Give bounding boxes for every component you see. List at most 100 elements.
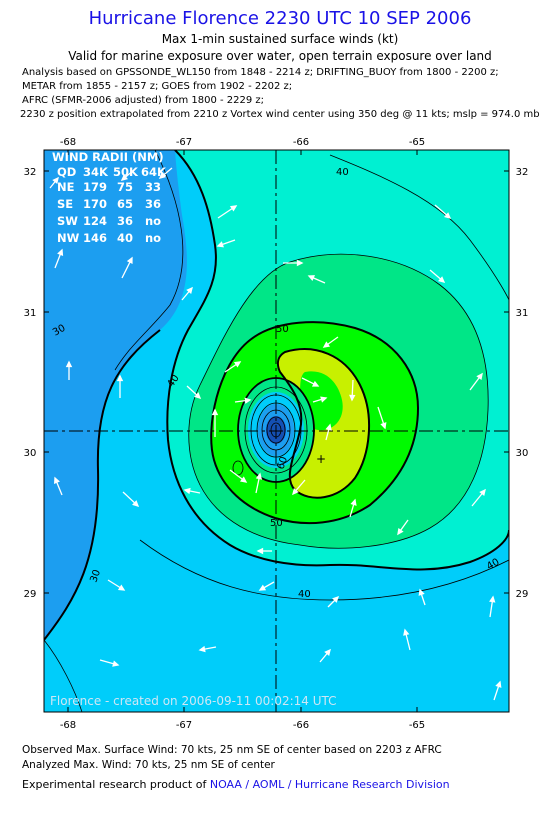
- wind-arrow-head: [495, 680, 502, 688]
- radii-value: 170: [83, 197, 107, 211]
- wind-arrow-head: [320, 396, 328, 403]
- wind-arrow-head: [380, 422, 387, 430]
- wind-arrow-head: [325, 423, 332, 431]
- analysis-line-3: AFRC (SFMR-2006 adjusted) from 1800 - 22…: [22, 95, 265, 106]
- wind-arrow-head: [479, 488, 486, 497]
- x-tick-label-bottom: -66: [293, 720, 309, 731]
- y-tick-label-left: 31: [24, 308, 37, 319]
- x-tick-label-bottom: -68: [60, 720, 76, 731]
- wind-arrow-head: [211, 408, 219, 416]
- wind-arrow-head: [216, 241, 224, 248]
- contour-label: 40: [336, 167, 349, 178]
- x-tick-label-bottom: -65: [409, 720, 425, 731]
- wind-arrow-head: [120, 174, 129, 181]
- wind-arrow-head: [476, 372, 483, 381]
- wind-arrow-head: [194, 392, 202, 400]
- wind-arrow-head: [244, 397, 252, 404]
- validity-note: Valid for marine exposure over water, op…: [68, 49, 492, 63]
- page-title: Hurricane Florence 2230 UTC 10 SEP 2006: [88, 8, 472, 29]
- wind-arrow-head: [349, 394, 356, 402]
- wind-arrow-head: [350, 498, 357, 506]
- wind-arrow-head: [255, 472, 263, 480]
- x-tick-label-top: -66: [293, 137, 309, 148]
- wind-arrow-head: [444, 212, 452, 219]
- wind-arrow-head: [186, 286, 193, 295]
- y-tick-label-right: 29: [516, 589, 529, 600]
- wind-radii-header: 50K: [113, 165, 139, 179]
- y-tick-label-left: 29: [24, 589, 37, 600]
- wind-arrow-head: [324, 648, 331, 657]
- subtitle: Max 1-min sustained surface winds (kt): [161, 32, 399, 46]
- wind-arrow-head: [403, 628, 410, 636]
- x-tick-label-bottom: -67: [176, 720, 192, 731]
- wind-field: 40 30 40 50 60 50 30 40 40 +: [44, 150, 509, 712]
- creation-credit: Florence - created on 2006-09-11 00:02:1…: [50, 694, 337, 708]
- wind-arrow-head: [53, 476, 60, 484]
- radii-value: 36: [117, 214, 133, 228]
- radii-value: 146: [83, 231, 107, 245]
- wind-arrow-head: [489, 595, 496, 603]
- radii-value: 179: [83, 180, 107, 194]
- plot-frame: [43, 149, 510, 713]
- radii-value: 40: [117, 231, 133, 245]
- radii-value: 33: [145, 180, 161, 194]
- wind-arrow-head: [112, 660, 120, 667]
- wind-arrow-head: [292, 487, 299, 496]
- product-credit-prefix: Experimental research product of: [22, 778, 207, 791]
- radii-value: 124: [83, 214, 107, 228]
- wind-arrow-head: [296, 259, 304, 267]
- product-credit: Experimental research product of NOAA / …: [22, 778, 450, 791]
- y-tick-label-right: 30: [516, 448, 529, 459]
- radii-quadrant: NW: [57, 231, 80, 245]
- wind-arrow-head: [258, 584, 267, 591]
- axis-ticks: -68 -67 -66 -65 -68 -67 -66 -65 32 31 30…: [24, 137, 529, 731]
- wind-arrow-head: [126, 256, 133, 265]
- wind-arrow-head: [418, 588, 425, 596]
- radii-value: no: [145, 214, 161, 228]
- wind-radii-header: QD: [57, 165, 76, 179]
- analyzed-max-wind: Analyzed Max. Wind: 70 kts, 25 nm SE of …: [22, 759, 275, 771]
- wind-arrow-head: [65, 360, 73, 368]
- y-tick-label-left: 32: [24, 167, 37, 178]
- contour-label: 50: [270, 518, 283, 529]
- wind-radii-header: 64K: [141, 165, 167, 179]
- wind-radii-table: WIND RADII (NM) QD 34K 50K 64K NE 179 75…: [52, 150, 167, 245]
- wind-arrow-head: [116, 374, 124, 382]
- wind-arrow-head: [332, 595, 340, 603]
- y-tick-label-right: 32: [516, 167, 529, 178]
- contour-label: 60: [275, 455, 290, 471]
- wind-arrow-head: [183, 487, 191, 495]
- x-tick-label-top: -65: [409, 137, 425, 148]
- wind-arrow-head: [322, 341, 331, 348]
- wind-arrow-head: [256, 547, 264, 555]
- wind-arrow-head: [57, 248, 64, 256]
- max-wind-marker: +: [316, 452, 326, 466]
- analysis-line-4: 2230 z position extrapolated from 2210 z…: [20, 109, 540, 120]
- radii-value: no: [145, 231, 161, 245]
- y-tick-label-right: 31: [516, 308, 529, 319]
- radii-quadrant: NE: [57, 180, 75, 194]
- radii-quadrant: SE: [57, 197, 73, 211]
- analysis-line-1: Analysis based on GPSSONDE_WL150 from 18…: [22, 67, 499, 78]
- x-tick-label-top: -68: [60, 137, 76, 148]
- noaa-link[interactable]: NOAA / AOML / Hurricane Research Divisio…: [209, 778, 450, 791]
- wind-arrow-head: [52, 176, 59, 185]
- wind-arrow-head: [158, 172, 167, 179]
- radii-value: 65: [117, 197, 133, 211]
- center-crosshair: [44, 150, 509, 712]
- wind-radii-header: 34K: [83, 165, 109, 179]
- contour-lines: [44, 150, 509, 712]
- contour-label: 30: [88, 568, 103, 584]
- wind-arrow-head: [239, 476, 248, 483]
- wind-radii-title: WIND RADII (NM): [52, 150, 164, 164]
- wind-arrow-head: [311, 380, 320, 387]
- wind-arrow-head: [229, 205, 238, 212]
- x-tick-label-top: -67: [176, 137, 192, 148]
- y-tick-label-left: 30: [24, 448, 37, 459]
- wind-arrow-head: [437, 276, 446, 283]
- radii-value: 36: [145, 197, 161, 211]
- wind-arrow-head: [198, 645, 206, 653]
- wind-arrow-head: [132, 500, 140, 508]
- wind-arrow-head: [117, 584, 126, 591]
